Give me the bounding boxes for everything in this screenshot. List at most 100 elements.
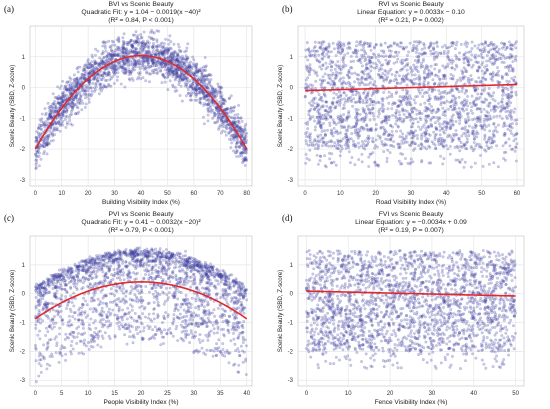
scatter-point bbox=[133, 293, 137, 297]
scatter-point bbox=[166, 48, 170, 52]
scatter-point bbox=[340, 50, 344, 54]
scatter-point bbox=[47, 117, 51, 121]
scatter-point bbox=[185, 67, 188, 71]
scatter-point bbox=[64, 84, 68, 88]
scatter-point bbox=[514, 59, 518, 62]
scatter-point bbox=[128, 40, 132, 44]
scatter-point bbox=[311, 115, 315, 119]
scatter-point bbox=[461, 72, 465, 76]
scatter-point bbox=[210, 89, 213, 93]
scatter-point bbox=[198, 69, 201, 73]
scatter-point bbox=[229, 134, 233, 138]
scatter-point bbox=[101, 44, 105, 48]
scatter-point bbox=[195, 63, 199, 66]
scatter-point bbox=[117, 52, 121, 56]
scatter-point bbox=[142, 68, 146, 71]
scatter-point bbox=[155, 68, 159, 72]
scatter-point bbox=[343, 97, 346, 101]
scatter-point bbox=[124, 49, 128, 53]
scatter-point bbox=[451, 123, 455, 127]
scatter-point bbox=[193, 85, 197, 89]
scatter-point bbox=[163, 48, 167, 52]
scatter-point bbox=[212, 88, 216, 92]
scatter-point bbox=[243, 134, 247, 138]
scatter-point bbox=[374, 62, 378, 65]
scatter-point bbox=[201, 89, 205, 93]
scatter-point bbox=[464, 51, 468, 55]
scatter-point bbox=[442, 145, 446, 149]
scatter-point bbox=[499, 109, 503, 113]
scatter-point bbox=[220, 117, 224, 121]
scatter-point bbox=[395, 90, 399, 94]
scatter-point bbox=[313, 106, 317, 109]
scatter-point bbox=[236, 115, 240, 119]
scatter-point bbox=[127, 73, 131, 76]
scatter-point bbox=[220, 123, 224, 127]
scatter-point bbox=[217, 84, 220, 88]
scatter-point bbox=[128, 70, 132, 74]
scatter-point bbox=[61, 99, 65, 103]
scatter-point bbox=[332, 82, 336, 85]
scatter-point bbox=[454, 158, 458, 162]
scatter-point bbox=[177, 59, 181, 63]
scatter-point bbox=[98, 83, 102, 87]
scatter-point bbox=[92, 77, 96, 81]
scatter-point bbox=[426, 67, 430, 71]
scatter-point bbox=[218, 86, 221, 90]
scatter-point bbox=[44, 134, 48, 138]
scatter-point bbox=[87, 81, 91, 85]
scatter-point bbox=[310, 141, 314, 145]
scatter-point bbox=[469, 58, 473, 62]
scatter-point bbox=[352, 97, 356, 101]
scatter-point bbox=[40, 143, 44, 147]
scatter-point bbox=[43, 145, 47, 148]
scatter-point bbox=[67, 102, 70, 106]
scatter-point bbox=[307, 70, 311, 74]
scatter-point bbox=[82, 73, 86, 77]
scatter-point bbox=[306, 58, 310, 62]
scatter-point bbox=[338, 144, 342, 147]
scatter-point bbox=[458, 122, 461, 125]
scatter-point bbox=[148, 80, 151, 84]
scatter-point bbox=[495, 114, 499, 118]
scatter-point bbox=[318, 65, 322, 69]
scatter-point bbox=[415, 108, 419, 112]
scatter-point bbox=[101, 40, 105, 44]
y-tick-label: -3 bbox=[20, 178, 26, 184]
scatter-point bbox=[65, 121, 69, 124]
x-tick-label: 40 bbox=[443, 191, 450, 197]
scatter-point bbox=[217, 115, 221, 119]
scatter-point bbox=[81, 77, 85, 80]
scatter-point bbox=[171, 74, 175, 78]
scatter-point bbox=[487, 104, 491, 108]
scatter-point bbox=[221, 120, 224, 124]
scatter-point bbox=[35, 139, 39, 143]
scatter-point bbox=[207, 313, 211, 317]
scatter-point bbox=[205, 85, 209, 89]
scatter-point bbox=[41, 141, 45, 145]
scatter-point bbox=[405, 57, 409, 61]
scatter-point bbox=[59, 116, 63, 120]
scatter-point bbox=[184, 49, 188, 53]
scatter-point bbox=[191, 80, 195, 83]
scatter-point bbox=[144, 66, 148, 70]
scatter-point bbox=[209, 92, 213, 96]
scatter-point bbox=[320, 144, 324, 148]
scatter-point bbox=[387, 55, 391, 59]
scatter-point bbox=[131, 287, 135, 291]
scatter-point bbox=[168, 34, 172, 38]
scatter-point bbox=[153, 64, 156, 68]
scatter-point bbox=[62, 109, 66, 113]
scatter-point bbox=[423, 83, 427, 87]
scatter-point bbox=[353, 100, 357, 104]
scatter-point bbox=[233, 151, 237, 155]
scatter-point bbox=[146, 50, 150, 54]
scatter-point bbox=[110, 54, 114, 58]
scatter-point bbox=[186, 56, 190, 60]
scatter-point bbox=[440, 95, 444, 98]
scatter-point bbox=[477, 66, 481, 70]
scatter-point bbox=[178, 75, 181, 79]
scatter-point bbox=[434, 110, 438, 114]
scatter-point bbox=[365, 66, 368, 69]
scatter-point bbox=[432, 130, 436, 134]
